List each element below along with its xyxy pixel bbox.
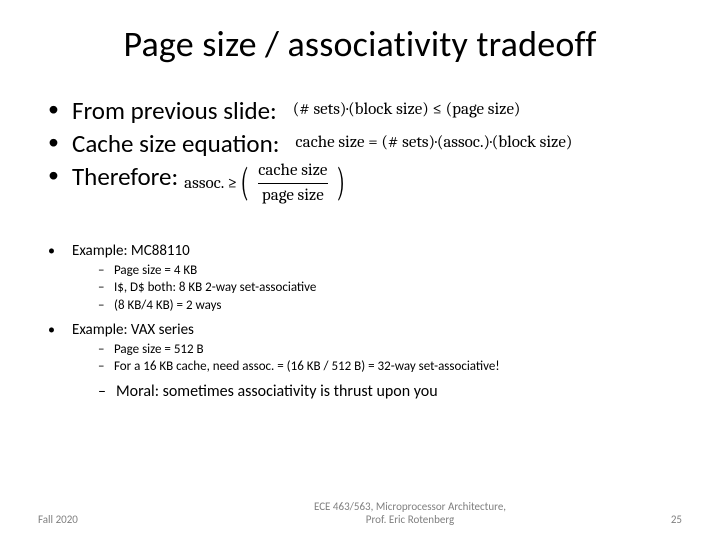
example-detail: Page size = 4 KB — [98, 262, 678, 280]
eq-numerator: cache size — [254, 160, 331, 183]
footer-term: Fall 2020 — [38, 513, 198, 526]
footer-page-number: 25 — [622, 513, 682, 526]
example-heading: Example: VAX series — [72, 321, 194, 339]
example-heading: Example: MC88110 — [72, 242, 190, 260]
eq-prefix: assoc. ≥ — [184, 173, 237, 195]
bullet-from-previous: From previous slide: (# sets)·(block siz… — [48, 94, 678, 127]
bullet-therefore: Therefore: assoc. ≥ ( cache size page si… — [48, 160, 678, 208]
right-paren-icon: ) — [337, 162, 345, 202]
page-title: Page size / associativity tradeoff — [42, 22, 678, 66]
fraction: cache size page size — [254, 160, 331, 208]
equation-assoc: assoc. ≥ ( cache size page size ) — [184, 160, 348, 208]
equation-cache-size: cache size = (# sets)·(assoc.)·(block si… — [295, 132, 572, 154]
moral-list: Moral: sometimes associativity is thrust… — [98, 382, 678, 403]
main-bullet-list: From previous slide: (# sets)·(block siz… — [48, 94, 678, 208]
footer-course: ECE 463/563, Microprocessor Architecture… — [198, 500, 622, 526]
bullet-label: Therefore: — [72, 160, 178, 193]
example-mc88110: Example: MC88110 Page size = 4 KB I$, D$… — [48, 242, 678, 315]
bullet-cache-size-eq: Cache size equation: cache size = (# set… — [48, 127, 678, 160]
bullet-label: Cache size equation: — [72, 127, 279, 160]
example-detail-list: Page size = 4 KB I$, D$ both: 8 KB 2-way… — [98, 262, 678, 315]
example-detail: Page size = 512 B — [98, 341, 678, 359]
example-detail-list: Page size = 512 B For a 16 KB cache, nee… — [98, 341, 678, 376]
footer: Fall 2020 ECE 463/563, Microprocessor Ar… — [0, 500, 720, 526]
eq-denominator: page size — [258, 183, 328, 207]
footer-course-line1: ECE 463/563, Microprocessor Architecture… — [314, 500, 506, 513]
bullet-label: From previous slide: — [72, 94, 277, 127]
examples-list: Example: MC88110 Page size = 4 KB I$, D$… — [48, 242, 678, 403]
slide: Page size / associativity tradeoff From … — [0, 0, 720, 540]
example-detail: (8 KB/4 KB) = 2 ways — [98, 297, 678, 315]
example-vax: Example: VAX series Page size = 512 B Fo… — [48, 321, 678, 403]
example-detail: I$, D$ both: 8 KB 2-way set-associative — [98, 279, 678, 297]
footer-course-line2: Prof. Eric Rotenberg — [366, 513, 454, 526]
example-detail: For a 16 KB cache, need assoc. = (16 KB … — [98, 358, 678, 376]
equation-sets-blocksize: (# sets)·(block size) ≤ (page size) — [293, 99, 521, 121]
moral-line: Moral: sometimes associativity is thrust… — [98, 382, 678, 403]
left-paren-icon: ( — [240, 162, 248, 202]
